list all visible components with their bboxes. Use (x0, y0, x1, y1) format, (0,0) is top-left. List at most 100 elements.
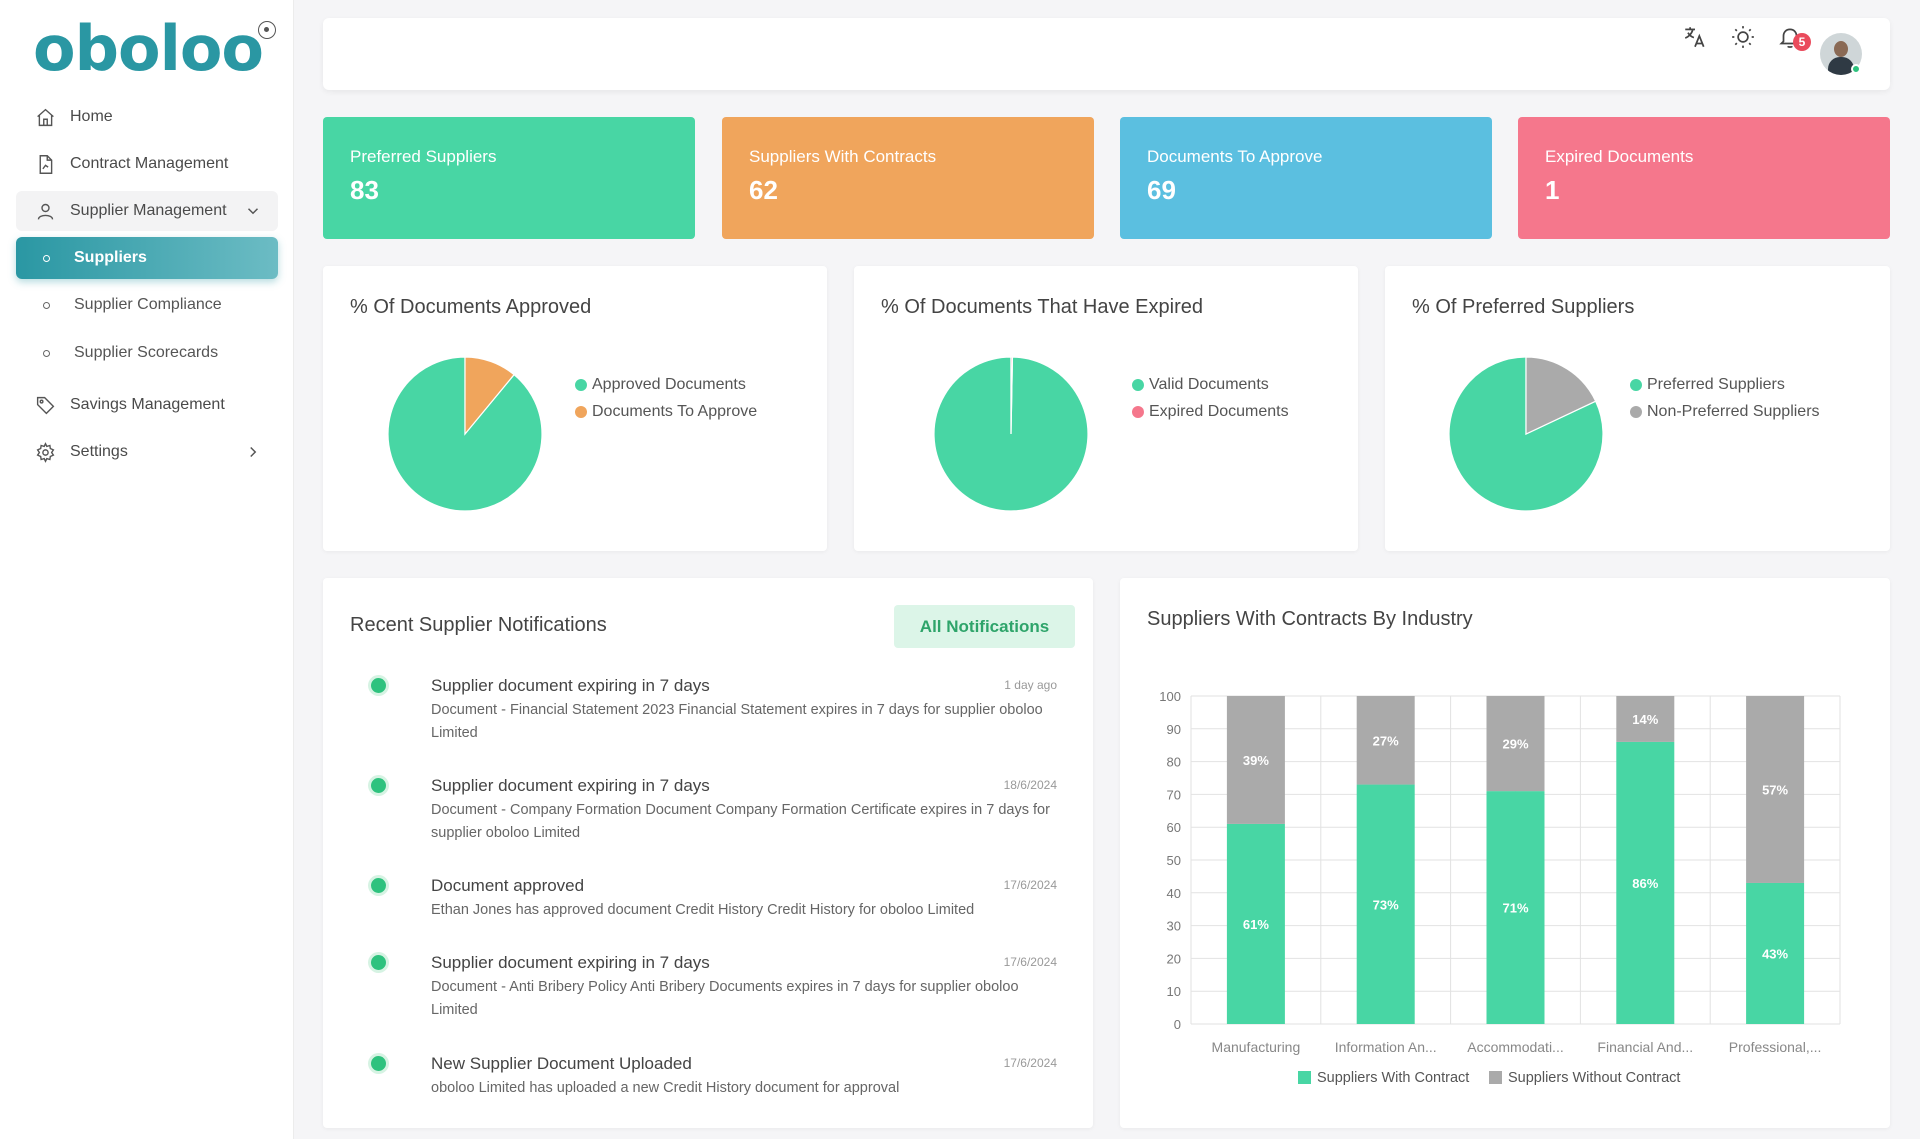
bar-data-label: 71% (1502, 901, 1528, 916)
x-tick-label: Information An... (1335, 1039, 1437, 1055)
avatar[interactable] (1820, 33, 1862, 75)
notification-time: 17/6/2024 (1003, 955, 1057, 969)
stat-label: Documents To Approve (1147, 147, 1323, 166)
pie-chart (933, 356, 1089, 512)
bar-with-contract[interactable] (1746, 882, 1805, 1024)
bar-data-label: 61% (1243, 917, 1269, 932)
legend-label: Approved Documents (592, 375, 746, 393)
timeline-dot (371, 1056, 386, 1071)
notification-title: Supplier document expiring in 7 days (431, 953, 710, 972)
legend-swatch (1630, 405, 1642, 418)
timeline-dot (371, 778, 386, 793)
legend-item: Documents To Approve (575, 398, 757, 425)
x-tick-label: Accommodati... (1467, 1039, 1563, 1055)
chevron-right-icon (250, 446, 257, 458)
chevron-down-icon (247, 208, 259, 215)
sidebar-item-home[interactable]: Home (16, 97, 278, 137)
legend-label: Valid Documents (1149, 375, 1269, 393)
sun-icon[interactable] (1730, 24, 1756, 50)
notification-title: Document approved (431, 876, 585, 895)
bar-data-label: 39% (1243, 753, 1269, 768)
bar-data-label: 29% (1502, 737, 1528, 752)
stat-card-suppliers-with-contracts[interactable]: Suppliers With Contracts 62 (722, 117, 1094, 239)
bullet-icon (43, 301, 50, 309)
bar-without-contract[interactable] (1486, 696, 1545, 792)
notification-title: New Supplier Document Uploaded (431, 1054, 692, 1073)
sidebar-item-supplier-management[interactable]: Supplier Management (16, 191, 278, 231)
notification-item[interactable]: Supplier document expiring in 7 days 17/… (357, 953, 1057, 1033)
sidebar-subitem-suppliers[interactable]: Suppliers (16, 237, 278, 279)
sidebar-item-label: Home (70, 108, 113, 125)
pie-slice-1[interactable] (1010, 356, 1014, 435)
notification-title: Supplier document expiring in 7 days (431, 676, 710, 695)
bar-without-contract[interactable] (1746, 696, 1805, 883)
bar-data-label: 14% (1632, 712, 1658, 727)
all-notifications-button[interactable]: All Notifications (894, 605, 1075, 648)
legend-label[interactable]: Suppliers With Contract (1317, 1070, 1469, 1086)
y-tick-label: 70 (1167, 787, 1181, 802)
y-tick-label: 30 (1167, 919, 1181, 934)
pie-slice-1[interactable] (464, 356, 515, 436)
notification-item[interactable]: Document approved 17/6/2024 Ethan Jones … (357, 876, 1057, 932)
tag-icon (34, 394, 56, 416)
sidebar-item-label: Supplier Management (70, 202, 227, 219)
sidebar-item-settings[interactable]: Settings (16, 432, 278, 472)
pie-legend: Approved Documents Documents To Approve (575, 371, 757, 425)
user-icon (34, 200, 56, 222)
sidebar-item-savings-management[interactable]: Savings Management (16, 385, 278, 425)
notification-time: 18/6/2024 (1003, 778, 1057, 792)
bar-with-contract[interactable] (1226, 823, 1285, 1024)
oboloo-logo[interactable]: oboloo (33, 12, 264, 85)
pie-slice-1[interactable] (1525, 356, 1597, 435)
notification-time: 17/6/2024 (1003, 878, 1057, 892)
legend-swatch (1298, 1071, 1311, 1084)
stat-card-expired-documents[interactable]: Expired Documents 1 (1518, 117, 1890, 239)
notification-item[interactable]: New Supplier Document Uploaded 17/6/2024… (357, 1054, 1057, 1110)
online-status-indicator (1851, 64, 1861, 74)
notification-count-badge: 5 (1793, 33, 1811, 51)
legend-item: Preferred Suppliers (1630, 371, 1820, 398)
legend-swatch (1132, 405, 1144, 418)
bar-without-contract[interactable] (1616, 696, 1675, 742)
stat-label: Preferred Suppliers (350, 147, 497, 166)
sidebar-subitem-label: Supplier Compliance (74, 296, 222, 313)
notification-item[interactable]: Supplier document expiring in 7 days 18/… (357, 776, 1057, 856)
sidebar-subitem-supplier-compliance[interactable]: Supplier Compliance (16, 284, 278, 326)
notification-item[interactable]: Supplier document expiring in 7 days 1 d… (357, 676, 1057, 756)
legend-swatch (575, 405, 587, 418)
bar-data-label: 27% (1373, 733, 1399, 748)
legend-item: Valid Documents (1132, 371, 1289, 398)
translate-icon[interactable] (1682, 24, 1708, 50)
bar-with-contract[interactable] (1486, 791, 1545, 1024)
notification-time: 17/6/2024 (1003, 1056, 1057, 1070)
y-tick-label: 90 (1167, 722, 1181, 737)
stat-label: Expired Documents (1545, 147, 1694, 166)
legend-label: Documents To Approve (592, 402, 758, 420)
timeline-dot (371, 878, 386, 893)
sidebar-item-label: Savings Management (70, 396, 225, 413)
bar-data-label: 57% (1762, 782, 1788, 797)
sidebar-subitem-supplier-scorecards[interactable]: Supplier Scorecards (16, 332, 278, 374)
legend-swatch (575, 378, 587, 391)
legend-label[interactable]: Suppliers Without Contract (1508, 1070, 1680, 1086)
sidebar-item-contract-management[interactable]: Contract Management (16, 144, 278, 184)
x-tick-label: Manufacturing (1212, 1039, 1301, 1055)
bullet-icon (43, 254, 50, 262)
stat-card-preferred-suppliers[interactable]: Preferred Suppliers 83 (323, 117, 695, 239)
y-tick-label: 60 (1167, 820, 1181, 835)
bar-without-contract[interactable] (1226, 696, 1285, 824)
timeline-dot (371, 678, 386, 693)
legend-swatch (1132, 378, 1144, 391)
sidebar-collapse-button[interactable] (258, 21, 276, 39)
legend-item: Non-Preferred Suppliers (1630, 398, 1820, 425)
bar-without-contract[interactable] (1356, 696, 1415, 785)
legend-item: Expired Documents (1132, 398, 1289, 425)
pie-panel-documents-approved: % Of Documents Approved Approved Documen… (323, 266, 827, 551)
chart-title: Suppliers With Contracts By Industry (1147, 608, 1473, 630)
y-tick-label: 10 (1167, 984, 1181, 999)
top-bar (323, 18, 1890, 90)
stat-card-documents-to-approve[interactable]: Documents To Approve 69 (1120, 117, 1492, 239)
notification-body: Ethan Jones has approved document Credit… (431, 902, 975, 918)
bar-with-contract[interactable] (1616, 741, 1675, 1024)
bar-with-contract[interactable] (1356, 784, 1415, 1024)
